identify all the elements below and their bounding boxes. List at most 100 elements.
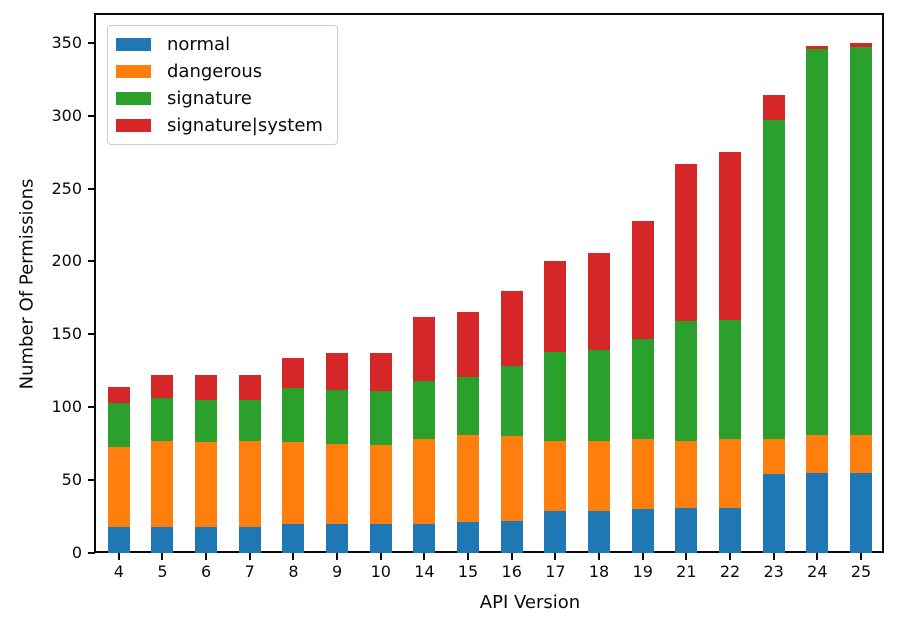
bar-segment-api7-normal <box>238 526 261 553</box>
bar-segment-api7-signature <box>238 399 261 441</box>
y-tick-label-300: 300 <box>51 105 82 125</box>
x-tick-label-25: 25 <box>850 562 872 581</box>
y-tick-mark <box>88 260 95 263</box>
bar-segment-api14-normal <box>413 523 436 553</box>
x-tick-mark <box>729 553 732 560</box>
x-tick-label-19: 19 <box>632 562 653 581</box>
bar-segment-api19-signature|system <box>631 220 654 339</box>
bar-segment-api9-signature <box>326 389 349 444</box>
x-tick-mark <box>117 553 120 560</box>
bar-segment-api22-dangerous <box>719 439 742 508</box>
bar-segment-api16-signature|system <box>500 290 523 367</box>
bar-segment-api10-dangerous <box>369 445 392 524</box>
bar-segment-api5-signature|system <box>151 375 174 399</box>
y-tick-label-150: 150 <box>51 324 82 344</box>
bar-segment-api6-dangerous <box>195 442 218 527</box>
bar-segment-api25-normal <box>850 472 872 553</box>
y-tick-mark <box>88 479 95 482</box>
bar-segment-api24-signature <box>806 48 829 435</box>
bar-segment-api4-signature <box>107 402 130 447</box>
bar-segment-api9-signature|system <box>326 353 349 390</box>
x-tick-label-22: 22 <box>719 562 741 581</box>
y-tick-mark <box>88 406 95 409</box>
x-tick-label-17: 17 <box>545 562 566 581</box>
x-tick-mark <box>248 553 251 560</box>
legend-swatch-icon <box>116 119 151 132</box>
bar-segment-api24-normal <box>806 472 829 553</box>
x-tick-mark <box>685 553 688 560</box>
x-tick-label-7: 7 <box>244 562 255 581</box>
legend-swatch-icon <box>116 92 151 105</box>
bar-segment-api19-normal <box>631 509 654 553</box>
plot-area <box>96 15 884 553</box>
bar-segment-api15-normal <box>457 522 480 553</box>
bar-segment-api4-dangerous <box>107 446 130 527</box>
legend-item-signature-system: signature|system <box>116 115 323 136</box>
legend: normal dangerous signature signature|system <box>107 25 338 145</box>
bar-segment-api8-dangerous <box>282 442 305 524</box>
bar-segment-api6-normal <box>195 526 218 553</box>
bar-segment-api5-signature <box>151 398 174 441</box>
bar-segment-api24-dangerous <box>806 434 829 473</box>
bar-segment-api14-signature <box>413 380 436 440</box>
x-tick-label-6: 6 <box>201 562 212 581</box>
y-tick-label-50: 50 <box>61 470 82 490</box>
y-tick-label-100: 100 <box>51 397 82 417</box>
bar-segment-api17-dangerous <box>544 440 567 511</box>
x-tick-label-18: 18 <box>588 562 610 581</box>
x-tick-label-5: 5 <box>157 562 168 581</box>
bar-segment-api5-dangerous <box>151 440 174 527</box>
bar-segment-api18-signature|system <box>588 252 611 351</box>
bar-segment-api9-normal <box>326 523 349 553</box>
x-tick-mark <box>860 553 862 560</box>
x-tick-mark <box>467 553 470 560</box>
x-tick-label-10: 10 <box>370 562 391 581</box>
x-tick-mark <box>772 553 775 560</box>
x-tick-label-16: 16 <box>501 562 522 581</box>
bar-segment-api8-signature|system <box>282 357 305 389</box>
bar-segment-api10-signature <box>369 391 392 446</box>
bar-segment-api18-normal <box>588 510 611 553</box>
bar-segment-api23-signature <box>762 119 785 440</box>
bar-segment-api15-dangerous <box>457 434 480 523</box>
legend-swatch-icon <box>116 65 151 78</box>
x-tick-mark <box>161 553 164 560</box>
bar-segment-api17-normal <box>544 510 567 553</box>
bar-segment-api22-normal <box>719 507 742 553</box>
bar-segment-api17-signature <box>544 351 567 441</box>
x-axis-label-text: API Version <box>479 592 581 613</box>
legend-label: normal <box>167 34 231 55</box>
x-tick-mark <box>205 553 208 560</box>
bar-segment-api21-dangerous <box>675 440 698 508</box>
x-tick-label-21: 21 <box>676 562 697 581</box>
bar-segment-api6-signature <box>195 399 218 443</box>
x-tick-mark <box>554 553 557 560</box>
x-tick-label-8: 8 <box>288 562 299 581</box>
bar-segment-api15-signature <box>457 376 480 435</box>
y-tick-label-200: 200 <box>51 251 82 271</box>
y-tick-label-350: 350 <box>51 32 82 52</box>
bar-segment-api8-signature <box>282 388 305 443</box>
bar-segment-api24-signature|system <box>806 45 829 49</box>
x-tick-mark <box>423 553 426 560</box>
x-tick-label-9: 9 <box>332 562 343 581</box>
bar-segment-api7-signature|system <box>238 375 261 400</box>
bar-segment-api5-normal <box>151 526 174 553</box>
bar-segment-api19-signature <box>631 338 654 440</box>
bar-segment-api15-signature|system <box>457 312 480 377</box>
x-tick-label-23: 23 <box>763 562 784 581</box>
bar-segment-api23-signature|system <box>762 95 785 120</box>
bar-segment-api10-signature|system <box>369 353 392 392</box>
bar-segment-api7-dangerous <box>238 440 261 527</box>
bar-segment-api25-signature|system <box>850 42 872 48</box>
bar-segment-api23-normal <box>762 474 785 553</box>
legend-swatch-icon <box>116 38 151 51</box>
legend-item-normal: normal <box>116 34 323 55</box>
y-tick-mark <box>88 114 95 117</box>
x-tick-label-14: 14 <box>414 562 435 581</box>
legend-item-signature: signature <box>116 88 323 109</box>
bar-segment-api16-dangerous <box>500 436 523 521</box>
bar-segment-api23-dangerous <box>762 439 785 475</box>
bar-segment-api4-signature|system <box>107 386 130 403</box>
